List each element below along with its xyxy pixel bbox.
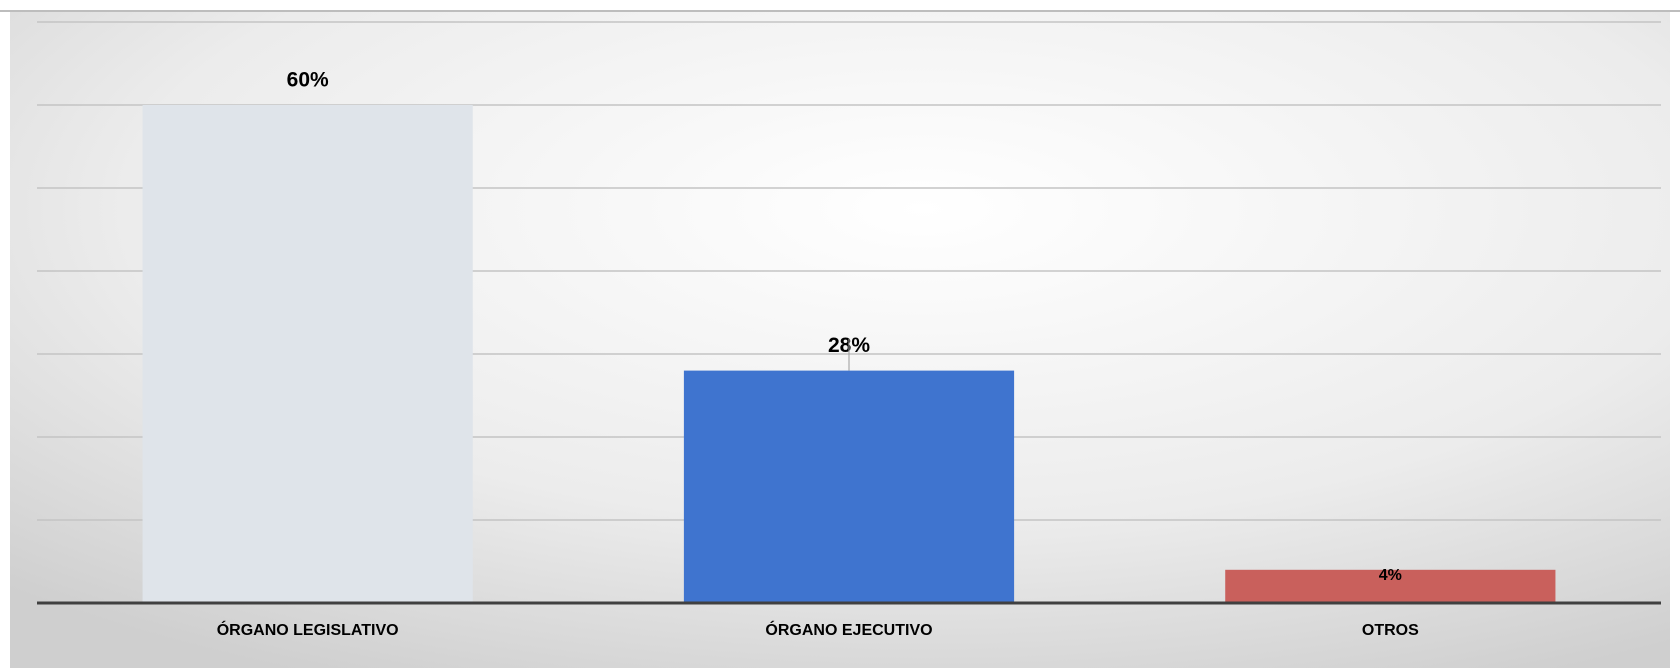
bar [1225, 569, 1556, 603]
bar [683, 370, 1015, 603]
value-label: 60% [287, 69, 329, 92]
bar [142, 105, 473, 603]
x-tick-label: ÓRGANO EJECUTIVO [765, 620, 932, 639]
value-label: 4% [1379, 567, 1402, 584]
x-tick-label: OTROS [1362, 622, 1419, 639]
x-tick-label: ÓRGANO LEGISLATIVO [217, 620, 399, 639]
